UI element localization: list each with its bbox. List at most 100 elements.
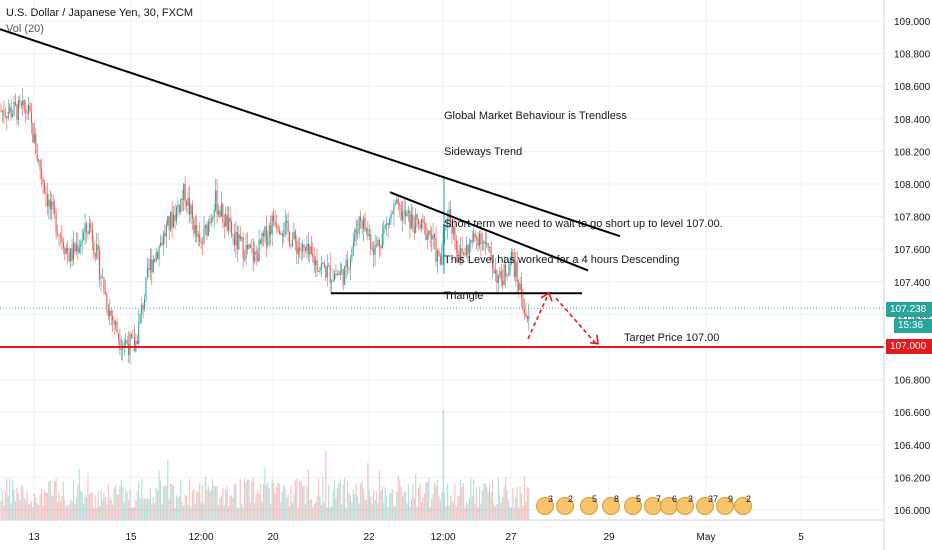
volume-bar [30,501,33,520]
candle-body [100,277,102,280]
candle-body [38,159,40,161]
candle-body [386,223,388,226]
economic-event-marker[interactable]: 5 [580,494,603,519]
volume-bar [322,476,324,520]
volume-bar [9,478,11,520]
candle-body [399,204,401,206]
volume-bar [7,495,9,520]
candle-body [80,243,82,248]
volume-bar [293,493,295,520]
candle-body [72,242,75,261]
economic-event-marker[interactable]: 3 [676,494,699,519]
candle-body [196,225,198,237]
volume-bar [236,507,238,520]
candle-body [442,232,444,256]
candle-body [10,106,12,117]
volume-bar [348,492,350,520]
candle-body [467,244,469,255]
annotation-line-5: This Level has worked for a 4 hours Desc… [444,254,680,266]
candle-body [473,233,475,243]
volume-bar [296,478,298,520]
candle-body [6,116,8,119]
volume-bar [354,494,356,520]
candle-body [483,241,485,243]
volume-bar [275,486,278,520]
volume-bar [468,498,470,520]
candle-body [328,265,330,267]
candle-body [9,106,11,112]
candle-body [455,241,457,251]
volume-indicator-label[interactable]: Vol (20) [6,23,44,35]
candle-body [313,257,315,266]
candle-body [128,343,130,355]
candle-body [362,217,365,229]
volume-bar [331,506,333,520]
candle-body [432,234,434,240]
economic-event-marker[interactable]: 5 [624,494,647,519]
volume-bar [518,507,520,520]
candle-body [65,247,67,255]
candle-body [74,242,76,252]
volume-bar [394,506,396,520]
us-flag-icon [580,497,598,515]
volume-bar [522,506,524,520]
volume-bar [419,483,421,520]
candle-body [167,216,169,226]
economic-event-marker[interactable]: 7 [644,494,667,519]
volume-bar [112,504,114,520]
economic-event-marker[interactable]: 8 [602,494,625,519]
candle-body [17,100,19,121]
volume-bar [232,497,234,520]
candle-body [423,222,425,224]
volume-bar [191,490,193,520]
volume-bar [378,470,381,520]
candle-body [0,110,2,112]
volume-bar [210,489,212,520]
candle-body [46,194,48,207]
annotation-line-2: Sideways Trend [444,146,523,158]
volume-bar [36,503,38,520]
volume-bar [199,483,201,520]
volume-bar [393,506,395,520]
volume-bar [431,498,433,520]
volume-bar [56,501,59,520]
volume-bar [55,478,57,520]
candle-body [28,104,30,114]
volume-bar [306,485,308,520]
volume-bar [123,502,125,520]
volume-bar [486,486,488,520]
economic-event-marker[interactable]: 9 [716,494,739,519]
volume-bar [397,475,399,520]
volume-bar [510,507,512,520]
economic-event-marker[interactable]: 3 [536,494,559,519]
candle-body [88,223,90,234]
candle-body [361,221,363,229]
economic-event-marker[interactable]: 2 [556,494,579,519]
volume-bar [51,494,53,520]
volume-bar [139,498,141,520]
volume-bar [528,488,530,520]
candle-body [329,265,331,283]
candle-body [112,315,114,321]
volume-bar [316,496,318,520]
candle-body [246,245,249,250]
candle-body [384,225,386,229]
candle-body [165,225,167,237]
volume-bar [77,484,79,520]
volume-bar [49,480,51,520]
economic-event-marker[interactable]: 37 [696,494,724,519]
annotation-line-3 [444,182,723,194]
volume-bar [132,507,134,520]
candle-body [296,241,298,255]
candle-body [191,204,193,219]
volume-bar [494,506,497,520]
economic-event-marker[interactable]: 2 [734,494,757,519]
candle-body [251,247,253,249]
volume-bar [526,486,528,520]
candle-body [515,261,517,278]
volume-bar [101,500,104,520]
candle-body [406,213,408,217]
volume-bar [233,483,236,520]
candle-body [146,268,148,277]
